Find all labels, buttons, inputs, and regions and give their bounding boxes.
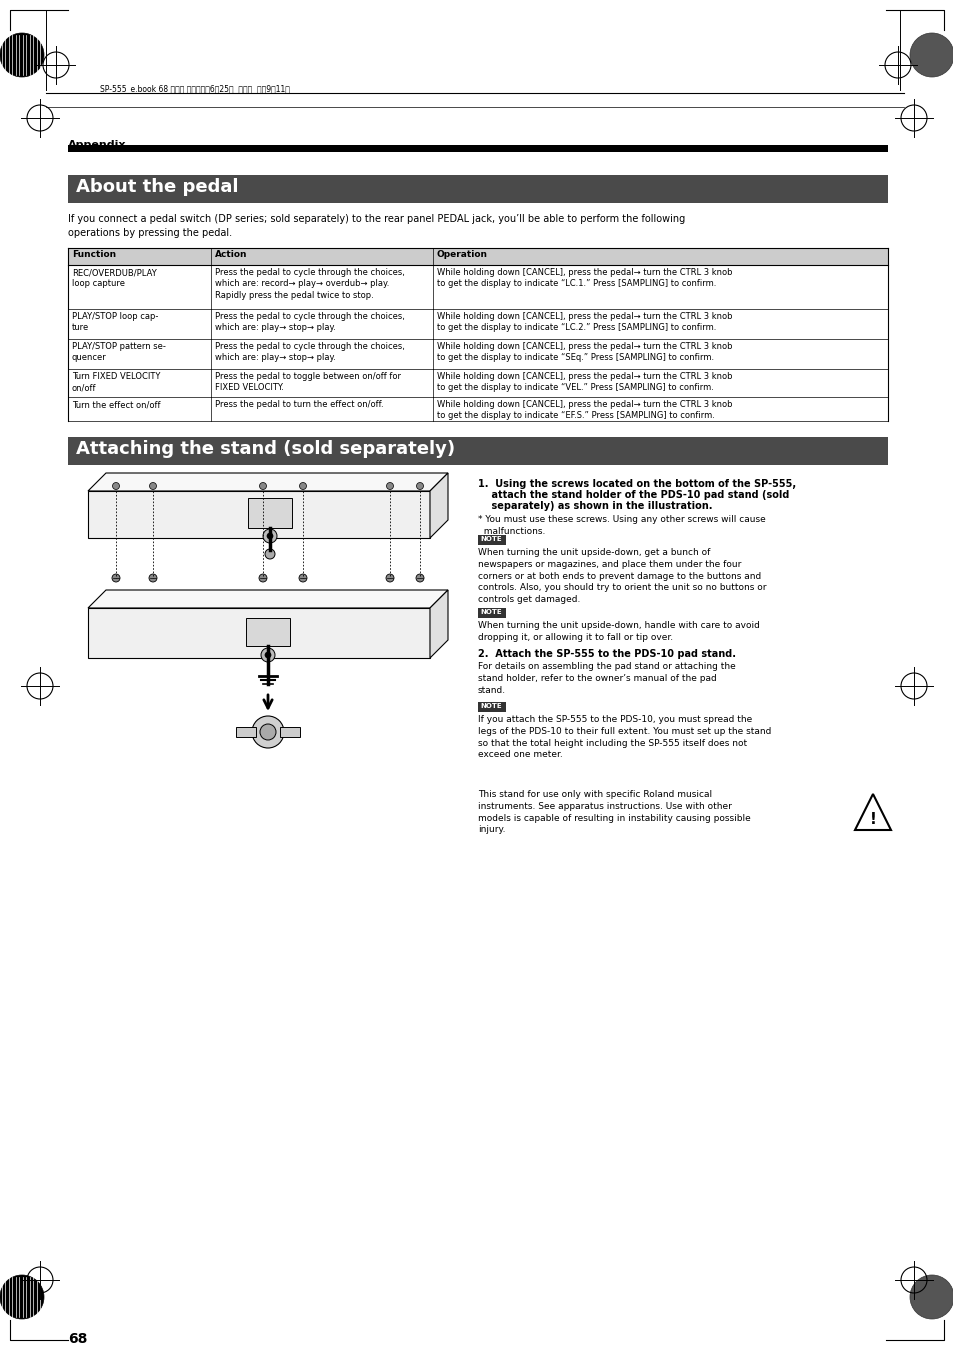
Circle shape — [263, 530, 276, 543]
Circle shape — [259, 482, 266, 489]
Text: Press the pedal to cycle through the choices,
which are: play→ stop→ play.: Press the pedal to cycle through the cho… — [214, 312, 404, 332]
Circle shape — [260, 724, 275, 740]
FancyBboxPatch shape — [477, 703, 505, 712]
Text: NOTE: NOTE — [479, 609, 501, 615]
Text: For details on assembling the pad stand or attaching the
stand holder, refer to : For details on assembling the pad stand … — [477, 662, 735, 694]
Circle shape — [261, 648, 274, 662]
Text: PLAY/STOP loop cap-
ture: PLAY/STOP loop cap- ture — [71, 312, 158, 332]
Text: While holding down [CANCEL], press the pedal→ turn the CTRL 3 knob
to get the di: While holding down [CANCEL], press the p… — [436, 267, 732, 289]
Text: 2.  Attach the SP-555 to the PDS-10 pad stand.: 2. Attach the SP-555 to the PDS-10 pad s… — [477, 648, 735, 659]
Circle shape — [299, 482, 306, 489]
Polygon shape — [88, 608, 430, 658]
Polygon shape — [88, 473, 448, 490]
Polygon shape — [246, 617, 290, 646]
Text: Attaching the stand (sold separately): Attaching the stand (sold separately) — [76, 440, 455, 458]
Circle shape — [386, 574, 394, 582]
Circle shape — [265, 549, 274, 559]
Text: attach the stand holder of the PDS-10 pad stand (sold: attach the stand holder of the PDS-10 pa… — [477, 490, 788, 500]
Text: * You must use these screws. Using any other screws will cause
  malfunctions.: * You must use these screws. Using any o… — [477, 515, 765, 536]
Text: If you connect a pedal switch (DP series; sold separately) to the rear panel PED: If you connect a pedal switch (DP series… — [68, 213, 684, 238]
Polygon shape — [430, 590, 448, 658]
Circle shape — [0, 32, 44, 77]
Text: separately) as shown in the illustration.: separately) as shown in the illustration… — [477, 501, 712, 511]
Text: Press the pedal to turn the effect on/off.: Press the pedal to turn the effect on/of… — [214, 400, 383, 409]
Text: Appendix: Appendix — [68, 141, 127, 150]
Polygon shape — [430, 473, 448, 538]
Text: !: ! — [868, 812, 876, 828]
Text: This stand for use only with specific Roland musical
instruments. See apparatus : This stand for use only with specific Ro… — [477, 790, 750, 835]
Text: Operation: Operation — [436, 250, 488, 259]
Text: When turning the unit upside-down, handle with care to avoid
dropping it, or all: When turning the unit upside-down, handl… — [477, 621, 760, 642]
Circle shape — [909, 32, 953, 77]
FancyBboxPatch shape — [477, 608, 505, 617]
Polygon shape — [854, 794, 890, 830]
FancyBboxPatch shape — [235, 727, 255, 738]
Polygon shape — [88, 490, 430, 538]
Text: Action: Action — [214, 250, 247, 259]
FancyBboxPatch shape — [68, 249, 887, 265]
Text: SP-555_e.book 68 ページ ２００７年6月25日  月曜日  午前9時11分: SP-555_e.book 68 ページ ２００７年6月25日 月曜日 午前9時… — [100, 84, 290, 93]
Circle shape — [252, 716, 284, 748]
Polygon shape — [88, 590, 448, 608]
Text: PLAY/STOP pattern se-
quencer: PLAY/STOP pattern se- quencer — [71, 342, 166, 362]
FancyBboxPatch shape — [477, 535, 505, 544]
Circle shape — [112, 574, 120, 582]
Circle shape — [386, 482, 393, 489]
Text: While holding down [CANCEL], press the pedal→ turn the CTRL 3 knob
to get the di: While holding down [CANCEL], press the p… — [436, 342, 732, 362]
Circle shape — [112, 482, 119, 489]
Text: When turning the unit upside-down, get a bunch of
newspapers or magazines, and p: When turning the unit upside-down, get a… — [477, 549, 765, 604]
Text: NOTE: NOTE — [479, 536, 501, 542]
Text: 1.  Using the screws located on the bottom of the SP-555,: 1. Using the screws located on the botto… — [477, 480, 796, 489]
Circle shape — [150, 482, 156, 489]
Text: REC/OVERDUB/PLAY
loop capture: REC/OVERDUB/PLAY loop capture — [71, 267, 156, 289]
Text: NOTE: NOTE — [479, 703, 501, 709]
Circle shape — [416, 574, 423, 582]
Text: Function: Function — [71, 250, 116, 259]
Circle shape — [265, 653, 271, 658]
Text: Press the pedal to cycle through the choices,
which are: play→ stop→ play.: Press the pedal to cycle through the cho… — [214, 342, 404, 362]
Circle shape — [0, 1275, 44, 1319]
Polygon shape — [248, 499, 292, 528]
Text: About the pedal: About the pedal — [76, 178, 238, 196]
Text: While holding down [CANCEL], press the pedal→ turn the CTRL 3 knob
to get the di: While holding down [CANCEL], press the p… — [436, 400, 732, 420]
Circle shape — [416, 482, 423, 489]
FancyBboxPatch shape — [68, 145, 887, 153]
FancyBboxPatch shape — [68, 436, 887, 465]
Text: Press the pedal to toggle between on/off for
FIXED VELOCITY.: Press the pedal to toggle between on/off… — [214, 372, 400, 392]
Text: If you attach the SP-555 to the PDS-10, you must spread the
legs of the PDS-10 t: If you attach the SP-555 to the PDS-10, … — [477, 715, 771, 759]
Circle shape — [909, 1275, 953, 1319]
FancyBboxPatch shape — [68, 176, 887, 203]
FancyBboxPatch shape — [280, 727, 299, 738]
Text: Turn FIXED VELOCITY
on/off: Turn FIXED VELOCITY on/off — [71, 372, 160, 392]
Circle shape — [298, 574, 307, 582]
Text: 68: 68 — [68, 1332, 88, 1346]
Text: While holding down [CANCEL], press the pedal→ turn the CTRL 3 knob
to get the di: While holding down [CANCEL], press the p… — [436, 312, 732, 332]
Text: Press the pedal to cycle through the choices,
which are: record→ play→ overdub→ : Press the pedal to cycle through the cho… — [214, 267, 404, 300]
Circle shape — [258, 574, 267, 582]
Text: Turn the effect on/off: Turn the effect on/off — [71, 400, 160, 409]
Circle shape — [149, 574, 157, 582]
Circle shape — [267, 534, 273, 539]
Text: While holding down [CANCEL], press the pedal→ turn the CTRL 3 knob
to get the di: While holding down [CANCEL], press the p… — [436, 372, 732, 392]
